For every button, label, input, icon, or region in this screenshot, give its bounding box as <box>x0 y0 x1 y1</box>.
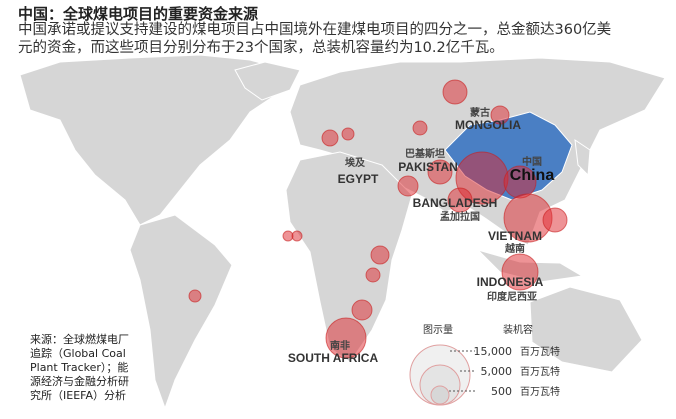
legend-circle <box>430 385 450 405</box>
label: China <box>510 167 555 184</box>
bubble <box>321 129 339 147</box>
legend-title: 装机容 <box>503 323 533 336</box>
legend-title: 图示量 <box>423 324 453 336</box>
label: BANGLADESH <box>413 196 498 210</box>
label: MONGOLIA <box>455 118 521 132</box>
bubble <box>325 317 367 359</box>
label: 印度尼西亚 <box>487 290 537 303</box>
label: 南非 <box>330 339 350 352</box>
legend-value: 5,000 <box>481 365 513 378</box>
legend: 图示量 装机容 15,000 百万瓦特 5,000 百万瓦特 500 百万瓦特 <box>409 323 560 406</box>
title: 中国：全球煤电项目的重要资金来源 <box>18 5 259 23</box>
legend-unit: 百万瓦特 <box>520 346 560 358</box>
subtitle: 中国承诺或提议支持建设的煤电项目占中国境外在建煤电项目的四分之一，总金额达360… <box>18 22 612 56</box>
bubble <box>365 267 381 283</box>
bubble <box>501 253 539 291</box>
legend-value: 15,000 <box>474 345 513 358</box>
label: 孟加拉国 <box>440 210 480 223</box>
bubble <box>442 79 468 105</box>
bubble <box>542 207 568 233</box>
label: 巴基斯坦 <box>405 147 445 160</box>
label: VIETNAM <box>488 229 542 243</box>
bubble <box>447 187 473 213</box>
bubble <box>291 230 303 242</box>
label: 中国 <box>522 155 542 168</box>
bubble <box>427 159 453 185</box>
legend-unit: 百万瓦特 <box>520 366 560 378</box>
land <box>19 54 666 410</box>
label: 埃及 <box>345 156 366 169</box>
label: 蒙古 <box>470 106 490 119</box>
label: 越南 <box>504 242 525 255</box>
label: INDONESIA <box>477 275 544 289</box>
bubbles <box>188 79 568 359</box>
bubble <box>397 175 419 197</box>
source: 来源：全球燃煤电厂追踪（Global Coal Plant Tracker）；能… <box>30 333 129 402</box>
bubble <box>412 120 428 136</box>
bubble <box>341 127 355 141</box>
legend-value: 500 <box>491 385 512 398</box>
legend-unit: 百万瓦特 <box>520 386 560 398</box>
bubble <box>188 289 202 303</box>
bubble <box>490 105 510 125</box>
label: PAKISTAN <box>398 160 458 174</box>
label: EGYPT <box>338 172 379 186</box>
bubble <box>370 245 390 265</box>
bubble <box>351 299 373 321</box>
label: SOUTH AFRICA <box>288 351 379 365</box>
legend-circle <box>419 364 461 406</box>
